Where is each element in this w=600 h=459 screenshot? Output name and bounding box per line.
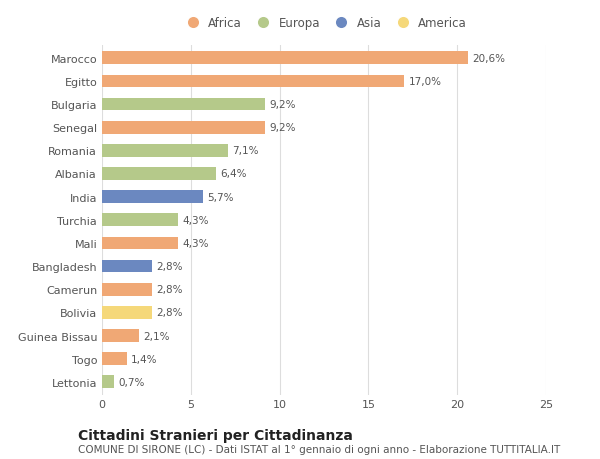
Text: 4,3%: 4,3% xyxy=(183,238,209,248)
Text: 2,8%: 2,8% xyxy=(156,285,182,295)
Text: COMUNE DI SIRONE (LC) - Dati ISTAT al 1° gennaio di ogni anno - Elaborazione TUT: COMUNE DI SIRONE (LC) - Dati ISTAT al 1°… xyxy=(78,444,560,454)
Text: 5,7%: 5,7% xyxy=(208,192,234,202)
Bar xyxy=(102,52,468,65)
Text: 9,2%: 9,2% xyxy=(270,123,296,133)
Text: 6,4%: 6,4% xyxy=(220,169,247,179)
Bar xyxy=(102,283,152,296)
Text: Cittadini Stranieri per Cittadinanza: Cittadini Stranieri per Cittadinanza xyxy=(78,428,353,442)
Bar xyxy=(102,306,152,319)
Text: 2,8%: 2,8% xyxy=(156,262,182,272)
Bar xyxy=(102,122,265,134)
Bar xyxy=(102,99,265,111)
Text: 2,1%: 2,1% xyxy=(144,331,170,341)
Bar xyxy=(102,75,404,88)
Bar xyxy=(102,330,139,342)
Text: 20,6%: 20,6% xyxy=(472,54,505,64)
Bar xyxy=(102,168,215,180)
Bar xyxy=(102,191,203,204)
Bar xyxy=(102,260,152,273)
Text: 1,4%: 1,4% xyxy=(131,354,158,364)
Bar xyxy=(102,214,178,227)
Text: 17,0%: 17,0% xyxy=(409,77,442,87)
Bar xyxy=(102,375,115,388)
Text: 2,8%: 2,8% xyxy=(156,308,182,318)
Bar xyxy=(102,237,178,250)
Text: 7,1%: 7,1% xyxy=(233,146,259,156)
Text: 9,2%: 9,2% xyxy=(270,100,296,110)
Bar xyxy=(102,353,127,365)
Text: 4,3%: 4,3% xyxy=(183,215,209,225)
Text: 0,7%: 0,7% xyxy=(119,377,145,387)
Legend: Africa, Europa, Asia, America: Africa, Europa, Asia, America xyxy=(181,17,467,30)
Bar xyxy=(102,145,228,157)
